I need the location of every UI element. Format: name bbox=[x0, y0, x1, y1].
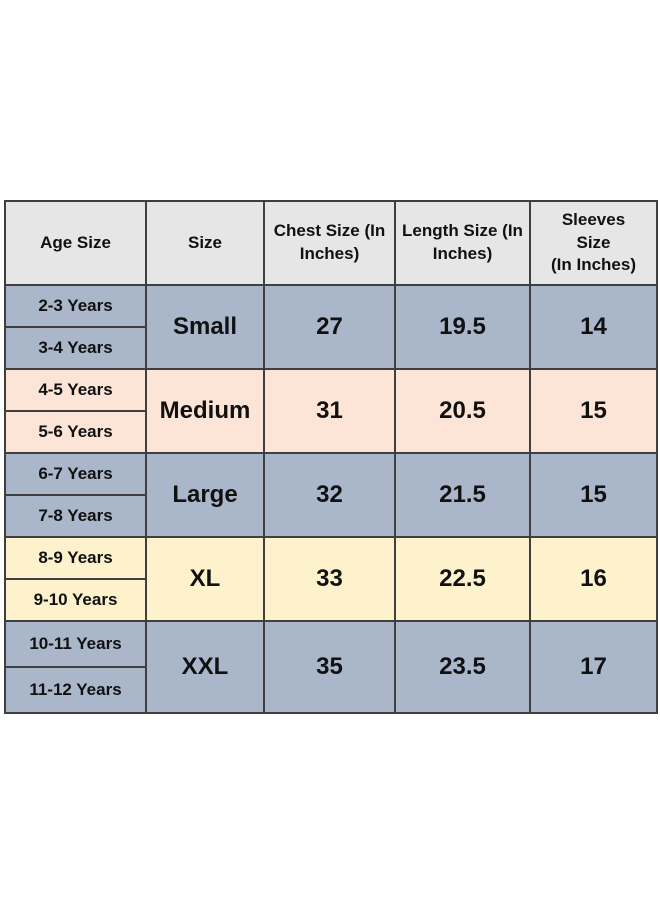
chest-cell: 27 bbox=[263, 284, 396, 370]
age-cell: 6-7 Years bbox=[4, 452, 147, 496]
sleeves-cell: 17 bbox=[529, 620, 658, 714]
sleeves-cell: 15 bbox=[529, 452, 658, 538]
size-chart-table: Age Size Size Chest Size (In Inches) Len… bbox=[4, 200, 658, 714]
header-cell-sleeves-size: Sleeves Size (In Inches) bbox=[529, 200, 658, 286]
age-cell: 3-4 Years bbox=[4, 326, 147, 370]
size-cell: XXL bbox=[145, 620, 265, 714]
age-cell: 9-10 Years bbox=[4, 578, 147, 622]
table-row: 6-7 Years Large 32 21.5 15 bbox=[4, 452, 658, 538]
table-row: 2-3 Years Small 27 19.5 14 bbox=[4, 284, 658, 370]
header-cell-length-size: Length Size (In Inches) bbox=[394, 200, 531, 286]
age-cell: 10-11 Years bbox=[4, 620, 147, 668]
chest-cell: 33 bbox=[263, 536, 396, 622]
chest-cell: 32 bbox=[263, 452, 396, 538]
sleeves-cell: 14 bbox=[529, 284, 658, 370]
length-cell: 20.5 bbox=[394, 368, 531, 454]
table-row: 8-9 Years XL 33 22.5 16 bbox=[4, 536, 658, 622]
age-cell: 7-8 Years bbox=[4, 494, 147, 538]
length-cell: 22.5 bbox=[394, 536, 531, 622]
size-cell: Medium bbox=[145, 368, 265, 454]
table-row: 10-11 Years XXL 35 23.5 17 bbox=[4, 620, 658, 714]
age-cell: 2-3 Years bbox=[4, 284, 147, 328]
header-row: Age Size Size Chest Size (In Inches) Len… bbox=[4, 200, 658, 286]
size-cell: Small bbox=[145, 284, 265, 370]
length-cell: 19.5 bbox=[394, 284, 531, 370]
sleeves-cell: 15 bbox=[529, 368, 658, 454]
length-cell: 23.5 bbox=[394, 620, 531, 714]
age-cell: 11-12 Years bbox=[4, 666, 147, 714]
size-cell: XL bbox=[145, 536, 265, 622]
table-row: 4-5 Years Medium 31 20.5 15 bbox=[4, 368, 658, 454]
age-cell: 5-6 Years bbox=[4, 410, 147, 454]
length-cell: 21.5 bbox=[394, 452, 531, 538]
chest-cell: 35 bbox=[263, 620, 396, 714]
size-cell: Large bbox=[145, 452, 265, 538]
age-cell: 8-9 Years bbox=[4, 536, 147, 580]
header-cell-age-size: Age Size bbox=[4, 200, 147, 286]
header-cell-chest-size: Chest Size (In Inches) bbox=[263, 200, 396, 286]
sleeves-cell: 16 bbox=[529, 536, 658, 622]
header-cell-size: Size bbox=[145, 200, 265, 286]
age-cell: 4-5 Years bbox=[4, 368, 147, 412]
chest-cell: 31 bbox=[263, 368, 396, 454]
